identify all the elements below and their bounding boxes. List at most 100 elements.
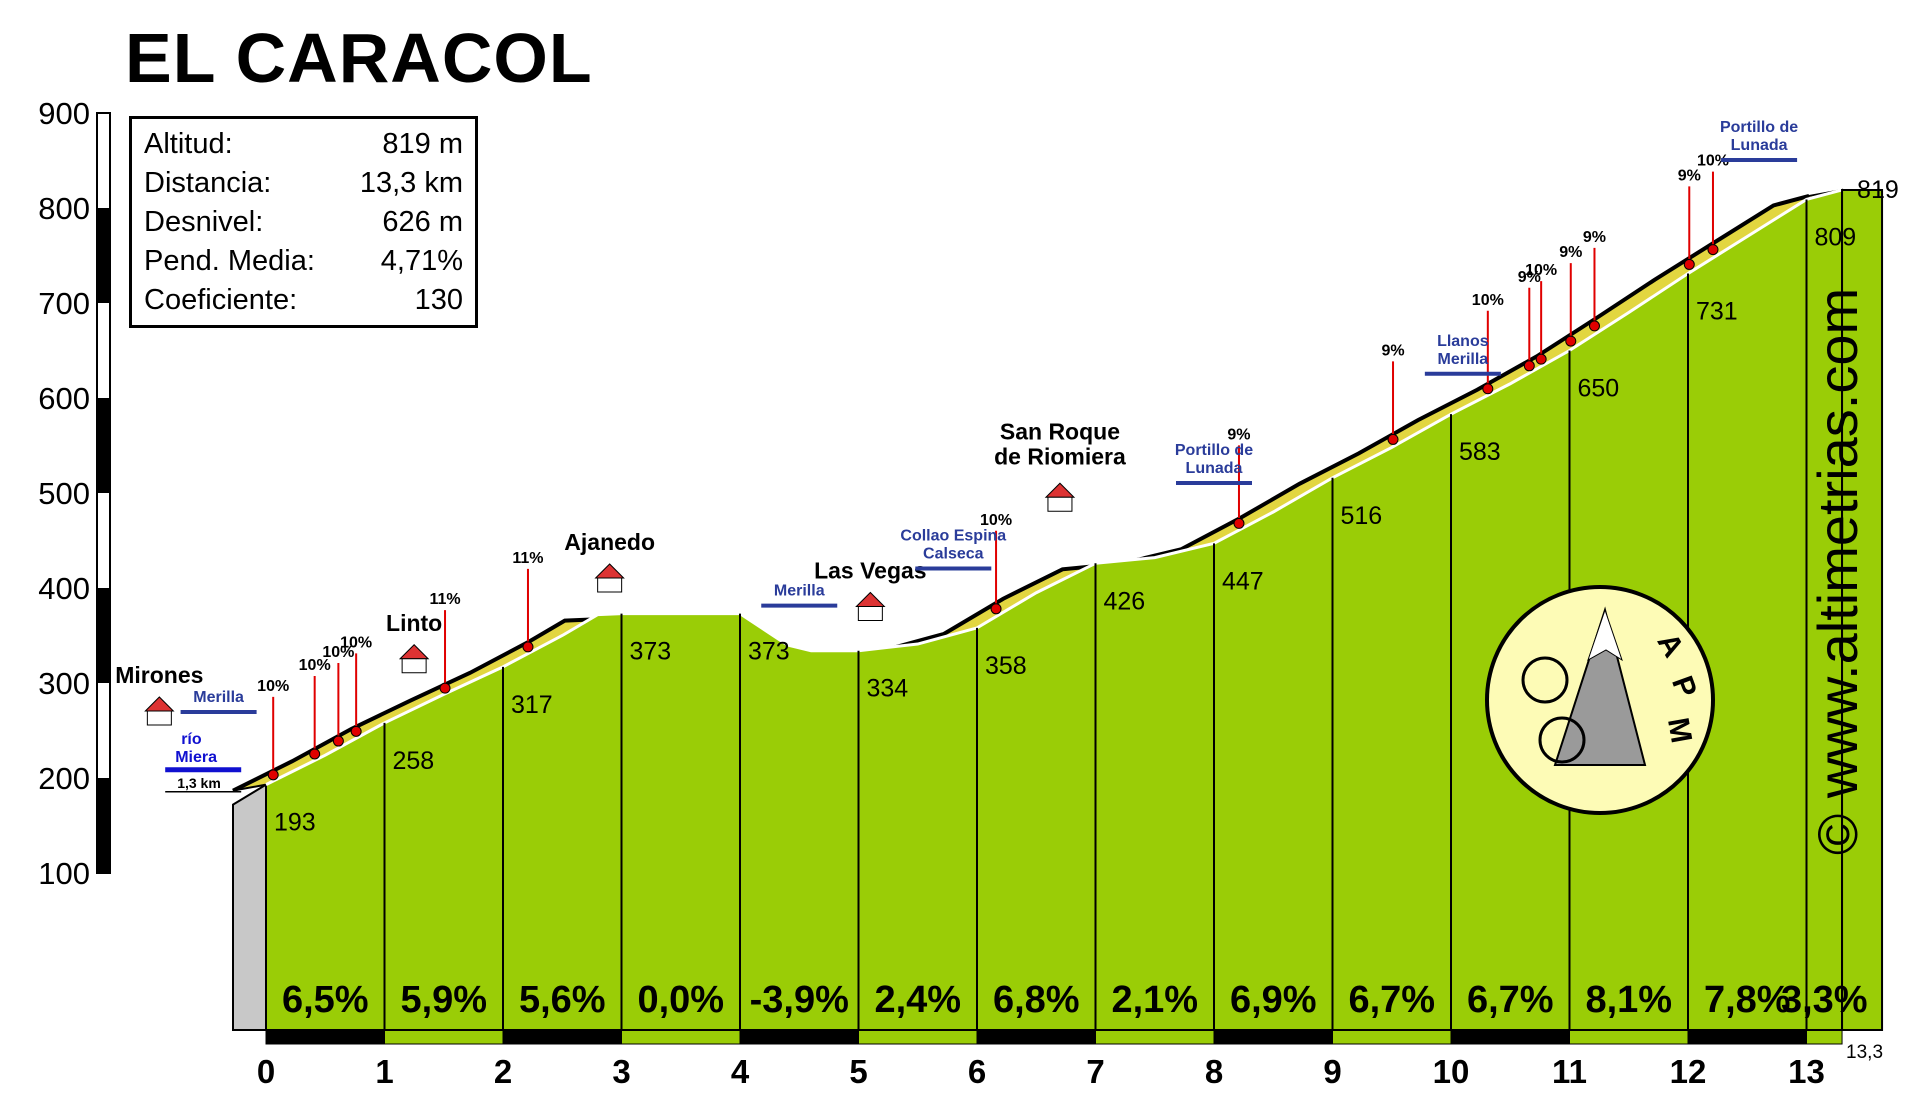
ramp-label: 10% — [980, 512, 1012, 529]
house-icon — [597, 577, 623, 593]
watermark: © www.altimetrias.com — [1806, 287, 1869, 855]
house-icon — [401, 658, 427, 674]
x-tick-label: 8 — [1205, 1053, 1223, 1090]
sign-label: Calseca — [923, 546, 984, 563]
y-scale-block — [97, 778, 110, 873]
x-tick-label: 13 — [1788, 1053, 1825, 1090]
ramp-label: 9% — [1381, 342, 1404, 359]
direction-sign: Merilla — [180, 689, 257, 714]
ramp-dot — [332, 735, 344, 747]
km-altitude-label: 583 — [1459, 438, 1501, 466]
road-edge-line — [232, 194, 1810, 793]
km-altitude-label: 516 — [1341, 502, 1383, 530]
place-name: Linto — [386, 610, 442, 636]
place-name: Mirones — [115, 662, 203, 688]
ramp-label: 10% — [1697, 153, 1729, 170]
river-label: Miera — [175, 749, 217, 766]
segment-gradient-label: 6,5% — [282, 979, 369, 1021]
x-tick-label: 1 — [375, 1053, 393, 1090]
bicycle-wheel-icon — [1521, 656, 1569, 704]
y-tick-label: 800 — [38, 191, 90, 226]
stat-pendiente: Pend. Media: 4,71% — [144, 245, 463, 277]
segment-gradient-label: 5,9% — [400, 979, 487, 1021]
ramp-dot — [1707, 244, 1719, 256]
stats-box: Altitud: 819 m Distancia: 13,3 km Desnivel… — [129, 116, 478, 328]
ramp-dot — [522, 641, 534, 653]
segment-gradient-label: 7,8% — [1704, 979, 1791, 1021]
segment-gradient-label: 6,7% — [1348, 979, 1435, 1021]
x-tick-label: 12 — [1670, 1053, 1707, 1090]
house-icon — [855, 591, 886, 607]
gradient-band-block — [265, 1029, 385, 1045]
ramp-label: 11% — [512, 550, 543, 567]
km-altitude-label: 426 — [1104, 587, 1146, 615]
river-distance: 1,3 km — [177, 775, 221, 791]
km-altitude-label: 317 — [511, 691, 553, 719]
chart-title: EL CARACOL — [125, 19, 593, 97]
ramp-dot — [1588, 320, 1600, 332]
y-tick-label: 900 — [38, 96, 90, 131]
summit-altitude-label: 819 — [1857, 176, 1899, 204]
stat-altitud: Altitud: 819 m — [144, 128, 463, 160]
km-altitude-label: 334 — [867, 675, 909, 703]
ramp-label: 9% — [1583, 229, 1606, 246]
sign-label: Lunada — [1731, 137, 1788, 154]
y-tick-label: 400 — [38, 571, 90, 606]
place-name: Ajanedo — [564, 529, 655, 555]
house-icon — [594, 563, 625, 579]
gradient-band-block — [1213, 1029, 1333, 1045]
gradient-band-block — [1332, 1029, 1452, 1045]
gradient-band-block — [1687, 1029, 1807, 1045]
profile-base — [232, 782, 267, 1031]
apm-logo-letter: M — [1661, 715, 1698, 745]
x-tick-label: 3 — [612, 1053, 630, 1090]
x-tick-label: 0 — [257, 1053, 275, 1090]
snow-cap-icon — [1587, 608, 1623, 662]
km-altitude-label: 650 — [1578, 375, 1620, 403]
ramp-dot — [1565, 335, 1577, 347]
ramp-label: 9% — [1559, 244, 1582, 261]
house-icon — [1044, 482, 1076, 498]
ramp-label: 10% — [322, 644, 354, 661]
place-name: de Riomiera — [994, 443, 1126, 469]
segment-gradient-label: 0,0% — [637, 979, 724, 1021]
ramp-dot — [309, 748, 321, 760]
ramp-dot — [1482, 383, 1494, 395]
y-tick-label: 100 — [38, 856, 90, 891]
x-end-label: 13,3 — [1846, 1042, 1883, 1063]
x-tick-label: 10 — [1433, 1053, 1470, 1090]
ramp-dot — [1535, 353, 1547, 365]
bicycle-wheel-icon — [1538, 716, 1586, 764]
km-altitude-label: 358 — [985, 652, 1027, 680]
place-marker: Las Vegas — [814, 558, 927, 621]
ramp-label: 9% — [1518, 269, 1541, 286]
segment-gradient-label: 2,4% — [874, 979, 961, 1021]
gradient-band-block — [858, 1029, 978, 1045]
apm-logo: APM — [1485, 585, 1715, 815]
ramp-label: 10% — [1525, 262, 1557, 279]
sign-label: Portillo de — [1720, 119, 1798, 136]
sign-label: Lunada — [1186, 460, 1243, 477]
gradient-band-block — [1095, 1029, 1215, 1045]
annotations: 10%10%10%10%11%11%10%9%9%10%9%10%9%9%9%1… — [115, 119, 1798, 793]
ramp-dot — [990, 603, 1002, 615]
segment-gradient-label: 6,7% — [1467, 979, 1554, 1021]
gradient-band-block — [1806, 1029, 1843, 1045]
segment-gradient-label: 2,1% — [1111, 979, 1198, 1021]
x-tick-label: 2 — [494, 1053, 512, 1090]
house-icon — [398, 644, 430, 660]
place-name: Las Vegas — [814, 558, 927, 584]
ramp-label: 10% — [299, 657, 331, 674]
profile-fill — [265, 188, 1884, 1031]
x-tick-label: 7 — [1086, 1053, 1104, 1090]
y-scale-block — [97, 588, 110, 683]
sign-label: Merilla — [193, 689, 244, 706]
ramp-dot — [1387, 433, 1399, 445]
stat-coeficiente: Coeficiente: 130 — [144, 284, 463, 316]
ramp-label: 9% — [1678, 167, 1701, 184]
x-tick-label: 4 — [731, 1053, 750, 1090]
